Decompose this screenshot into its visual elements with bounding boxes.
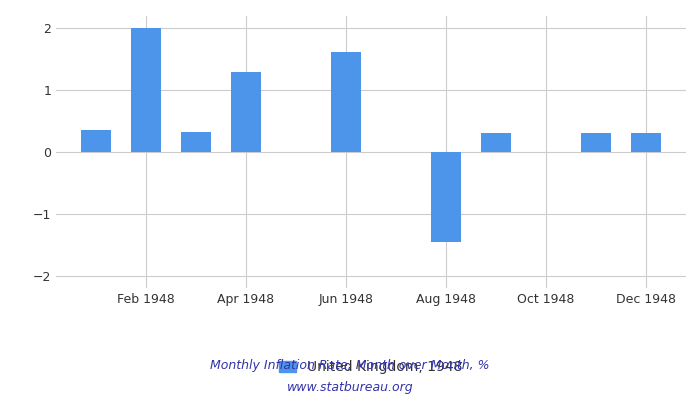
- Bar: [631, 134, 661, 152]
- Bar: [231, 72, 261, 152]
- Bar: [181, 132, 211, 152]
- Legend: United Kingdom, 1948: United Kingdom, 1948: [274, 355, 468, 380]
- Bar: [331, 52, 361, 152]
- Bar: [481, 133, 511, 152]
- Bar: [431, 152, 461, 242]
- Bar: [81, 130, 111, 152]
- Bar: [131, 28, 161, 152]
- Text: Monthly Inflation Rate, Month over Month, %: Monthly Inflation Rate, Month over Month…: [210, 360, 490, 372]
- Bar: [581, 134, 611, 152]
- Text: www.statbureau.org: www.statbureau.org: [287, 382, 413, 394]
